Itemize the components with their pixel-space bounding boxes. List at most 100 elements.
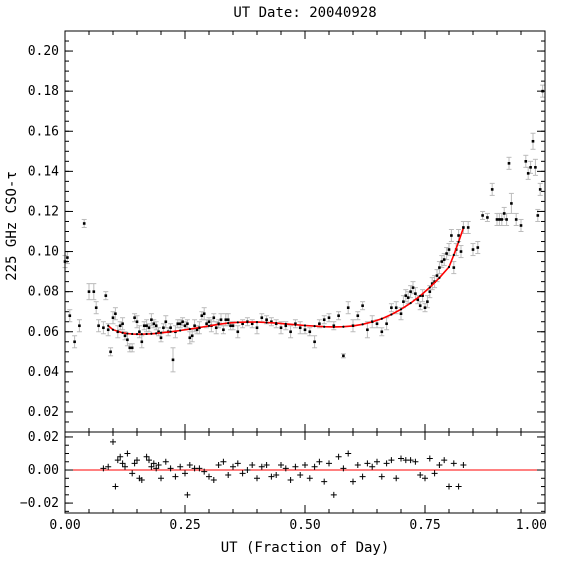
data-point [404, 294, 408, 297]
fit-point [159, 331, 163, 334]
fit-point [179, 329, 182, 332]
fit-point [140, 333, 143, 336]
data-point [524, 160, 528, 163]
data-point [226, 318, 230, 322]
x-tick-label: 0.00 [49, 518, 80, 533]
data-point [421, 294, 424, 297]
data-point [418, 304, 422, 307]
fit-point [361, 323, 364, 326]
fit-point [169, 330, 172, 333]
residual-point [297, 471, 304, 478]
residual-point [330, 491, 337, 498]
data-point [289, 330, 292, 334]
residual-point [388, 457, 395, 464]
fit-point [428, 286, 431, 289]
residual-point [316, 458, 323, 465]
residual-point [114, 457, 121, 464]
residual-point [143, 453, 150, 460]
residual-point [354, 462, 361, 469]
fit-point [121, 331, 124, 334]
fit-point [419, 294, 422, 297]
residual-point [172, 473, 179, 480]
data-point [241, 322, 244, 326]
data-point [190, 334, 194, 338]
data-point [260, 316, 264, 320]
residual-point [244, 467, 251, 474]
data-point [471, 248, 475, 251]
data-point [176, 322, 180, 326]
data-point [507, 162, 511, 165]
data-point [442, 258, 446, 261]
x-tick-label: 0.50 [289, 518, 320, 533]
fit-point [150, 332, 153, 335]
residual-point [138, 476, 145, 483]
data-point [97, 324, 100, 328]
data-point [531, 139, 535, 143]
data-point [121, 322, 124, 326]
y-tick-label: 0.12 [28, 204, 59, 219]
fit-point [126, 332, 129, 335]
data-point [435, 274, 439, 277]
residual-point [446, 483, 452, 490]
residual-point [146, 457, 152, 464]
data-point [428, 290, 432, 293]
fit-point [135, 333, 139, 336]
data-point [188, 336, 192, 340]
data-point [183, 324, 187, 328]
data-point [284, 324, 288, 328]
residual-point [369, 463, 376, 470]
main-point-layer [63, 89, 544, 362]
residual-point [184, 491, 191, 498]
data-point [138, 330, 141, 334]
residual-point [374, 458, 380, 465]
data-point [142, 324, 146, 328]
residual-point [234, 460, 241, 467]
fit-point [447, 265, 451, 269]
residual-point [282, 465, 289, 472]
data-point [409, 290, 412, 293]
y-tick-label: 0.20 [28, 44, 59, 59]
residual-point [225, 471, 232, 478]
residual-point [155, 462, 162, 469]
data-point [106, 328, 110, 332]
data-point [452, 266, 456, 269]
data-point [399, 312, 403, 316]
x-tick-label: 0.75 [409, 518, 440, 533]
residual-point [100, 465, 107, 472]
residual-point [239, 470, 246, 477]
fit-point [351, 324, 355, 328]
residual-point [119, 460, 126, 467]
data-point [133, 316, 136, 320]
fit-point [380, 317, 383, 320]
data-point [346, 306, 350, 309]
residual-point [441, 457, 448, 464]
residual-layer [65, 438, 545, 498]
fit-point [207, 324, 211, 328]
data-point [135, 320, 139, 324]
residual-point [350, 478, 356, 485]
residual-point [167, 465, 174, 472]
data-point [440, 260, 444, 263]
data-point [502, 212, 506, 215]
residual-point [364, 460, 371, 467]
data-point [356, 314, 360, 318]
resid-y-tick-label: 0.00 [28, 463, 59, 478]
data-point [402, 300, 405, 303]
residual-point [215, 462, 222, 469]
residual-point [129, 470, 136, 477]
data-point [380, 330, 384, 334]
residual-point [407, 457, 414, 464]
data-point [534, 166, 537, 169]
data-point [219, 318, 223, 322]
data-point [447, 248, 451, 251]
data-point [529, 166, 532, 169]
resid-y-tick-label: 0.02 [28, 430, 59, 445]
main-plot-frame [64, 30, 546, 433]
data-point [406, 296, 410, 299]
fit-point [116, 330, 119, 333]
data-point [308, 330, 312, 334]
residual-point [117, 453, 124, 460]
fit-point [303, 324, 307, 327]
residual-point [122, 463, 128, 470]
data-point [416, 298, 420, 301]
